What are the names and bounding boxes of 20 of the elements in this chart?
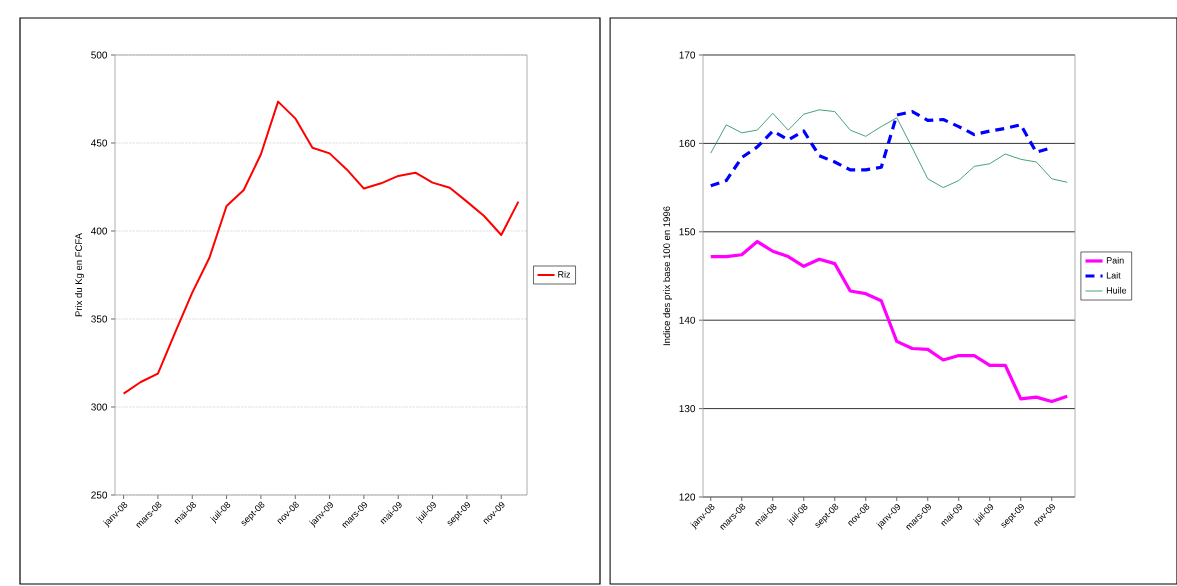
legend-label: Pain bbox=[1106, 256, 1124, 264]
y-axis-title: Indice des prix base 100 en 1996 bbox=[663, 206, 672, 346]
y-tick-label: 150 bbox=[679, 228, 696, 236]
y-tick-label: 130 bbox=[679, 405, 696, 413]
y-tick-label: 140 bbox=[679, 316, 696, 324]
y-axis-title: Prix du Kg en FCFA bbox=[75, 233, 84, 317]
y-tick-label: 250 bbox=[91, 491, 108, 499]
y-tick-label: 400 bbox=[91, 227, 108, 235]
line-series bbox=[122, 100, 520, 395]
legend-label: Huile bbox=[1106, 287, 1127, 294]
y-tick-label: 450 bbox=[91, 139, 108, 147]
y-tick-label: 170 bbox=[679, 51, 696, 59]
y-tick-label: 120 bbox=[679, 493, 696, 501]
legend-label: Lait bbox=[1106, 271, 1121, 279]
y-tick-label: 160 bbox=[679, 139, 696, 147]
legend-label: Riz bbox=[558, 270, 571, 278]
y-tick-label: 350 bbox=[91, 315, 108, 323]
line-series bbox=[709, 239, 1069, 404]
y-tick-label: 300 bbox=[91, 403, 108, 411]
y-tick-label: 500 bbox=[91, 51, 108, 59]
